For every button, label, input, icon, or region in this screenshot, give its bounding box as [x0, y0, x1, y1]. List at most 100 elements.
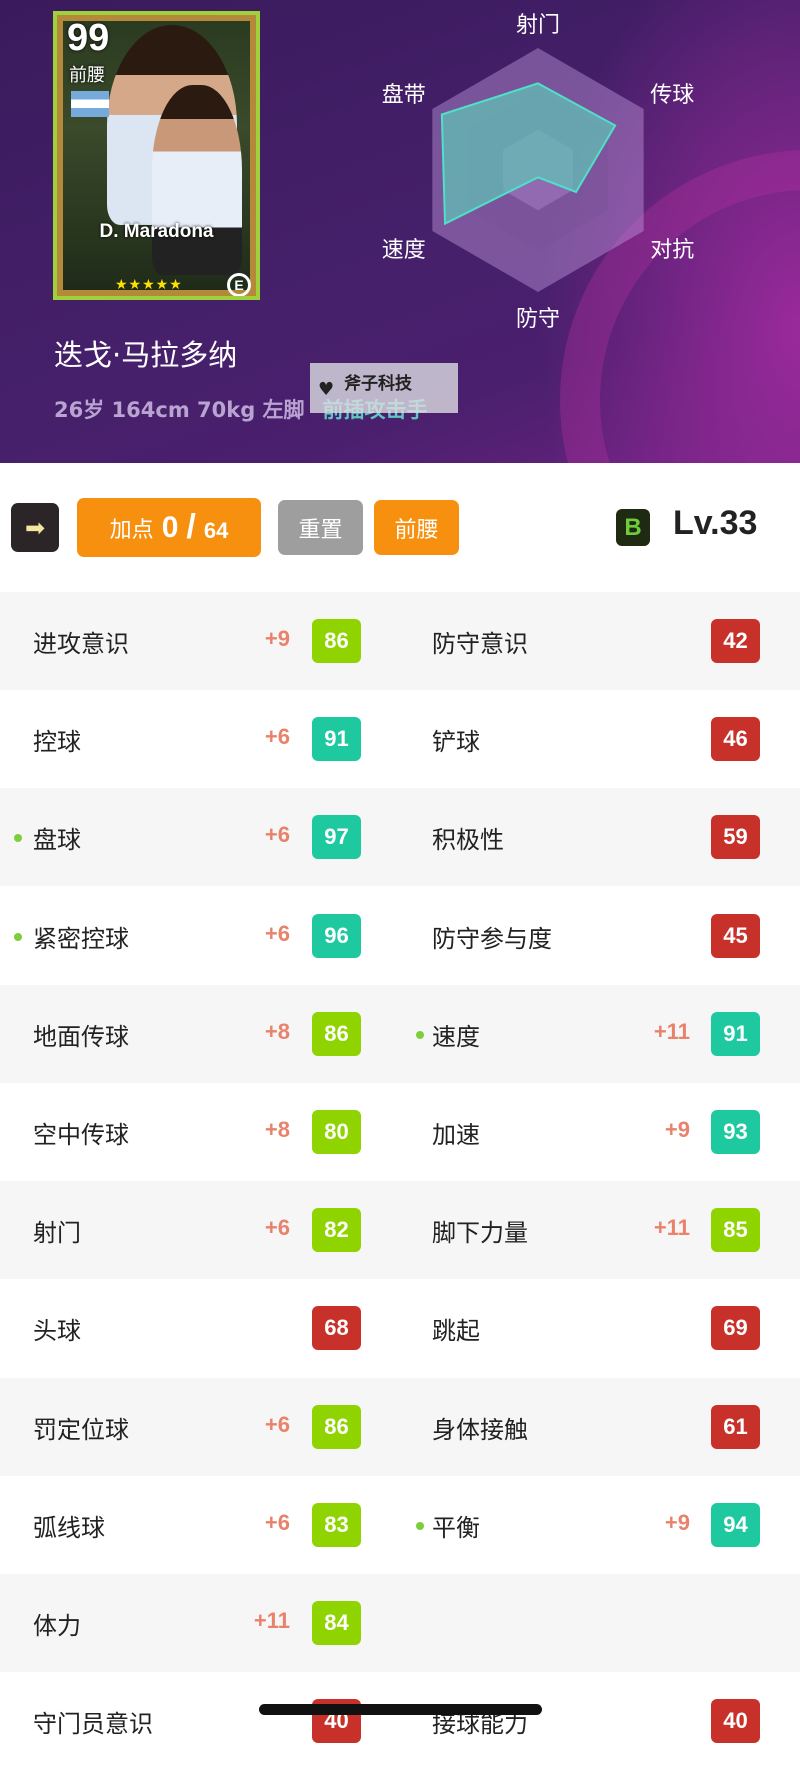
stat-value-badge: 91	[711, 1011, 760, 1056]
stat-bonus: +11	[653, 1018, 690, 1044]
stat-name: 地面传球	[33, 1022, 129, 1051]
stat-name: 空中传球	[33, 1121, 129, 1149]
arrow-right-icon: ➡	[24, 513, 46, 542]
add-points-label: 加点	[109, 517, 154, 543]
stat-name: 跳起	[432, 1317, 480, 1346]
stat-row: 体力 +11 84	[0, 1574, 800, 1672]
stat-name: 守门员意识	[33, 1710, 153, 1739]
stat-bonus: +8	[264, 1117, 290, 1142]
stat-value-badge: 46	[711, 717, 760, 762]
points-max: 64	[203, 517, 229, 543]
highlight-dot-icon	[14, 932, 22, 941]
points-separator: /	[186, 508, 196, 546]
add-points-button[interactable]: 加点 0 / 64	[77, 498, 261, 557]
position-button[interactable]: 前腰	[374, 500, 459, 555]
stat-value-badge: 83	[312, 1502, 361, 1547]
stat-value-badge: 42	[711, 619, 760, 663]
stat-name: 防守意识	[432, 630, 528, 658]
stat-row: 控球 +6 91 铲球 46	[0, 690, 800, 788]
player-card[interactable]: 99 前腰 D. Maradona ★★★★★ E	[53, 11, 260, 300]
stat-row: 地面传球 +8 86 速度 +11 91	[0, 984, 800, 1083]
grade-badge: B	[616, 509, 650, 546]
stat-name: 罚定位球	[33, 1415, 129, 1444]
stat-row: 射门 +6 82 脚下力量 +11 85	[0, 1181, 800, 1280]
stat-value-badge: 93	[711, 1110, 760, 1154]
player-header: 99 前腰 D. Maradona ★★★★★ E 射门 传球 对抗 防守 速度 盘带 迭…	[0, 0, 800, 463]
stat-value-badge: 69	[711, 1306, 760, 1351]
stat-bonus: +6	[264, 724, 290, 750]
stat-bonus: +9	[664, 1509, 690, 1535]
card-rating: 99	[67, 17, 110, 59]
stat-name: 进攻意识	[33, 630, 129, 658]
gamepad-icon: ♥	[318, 379, 335, 400]
stat-value-badge: 86	[312, 619, 361, 663]
stat-value-badge: 68	[312, 1306, 361, 1351]
card-position: 前腰	[69, 65, 105, 86]
stat-value-badge: 61	[711, 1404, 760, 1449]
watermark-text: 斧子科技	[344, 374, 412, 394]
stat-value-badge: 86	[312, 1011, 361, 1056]
stat-bonus: +9	[664, 1117, 690, 1142]
radar-label: 防守	[515, 307, 561, 332]
player-photo-secondary	[152, 85, 242, 275]
stat-value-badge: 96	[312, 913, 361, 958]
reset-button[interactable]: 重置	[278, 500, 363, 555]
stat-row: 守门员意识 40 接球能力 40	[0, 1672, 800, 1770]
highlight-dot-icon	[416, 1030, 424, 1039]
stat-name: 平衡	[432, 1513, 480, 1542]
stat-name: 身体接触	[432, 1415, 528, 1444]
stat-value-badge: 40	[711, 1699, 760, 1744]
card-name: D. Maradona	[99, 221, 214, 242]
stat-row: 盘球 +6 97 积极性 59	[0, 788, 800, 887]
star-rating-icon: ★★★★★	[115, 277, 183, 293]
stat-bonus: +6	[264, 1411, 290, 1437]
stat-bonus: +6	[264, 1509, 290, 1535]
radar-data-polygon	[440, 82, 617, 226]
player-name: 迭戈·马拉多纳	[54, 338, 238, 372]
radar-label: 速度	[381, 237, 426, 263]
stat-bonus: +11	[253, 1608, 290, 1633]
stat-name: 加速	[432, 1121, 480, 1149]
arrow-right-button[interactable]: ➡	[11, 503, 59, 552]
stat-name: 积极性	[432, 826, 504, 855]
stat-bonus: +8	[264, 1018, 290, 1044]
stat-bonus: +11	[653, 1215, 690, 1241]
radar-label: 盘带	[381, 82, 426, 108]
radar-chart	[432, 48, 644, 292]
radar-label: 传球	[650, 82, 695, 108]
stat-bonus: +6	[264, 822, 290, 848]
stat-row: 弧线球 +6 83 平衡 +9 94	[0, 1476, 800, 1574]
stat-name: 防守参与度	[432, 924, 552, 953]
stat-value-badge: 84	[312, 1601, 361, 1645]
highlight-dot-icon	[416, 1521, 424, 1530]
argentina-flag-icon	[71, 91, 109, 117]
stat-value-badge: 80	[312, 1110, 361, 1154]
stat-row: 紧密控球 +6 96 防守参与度 45	[0, 887, 800, 985]
stat-row: 头球 68 跳起 69	[0, 1279, 800, 1377]
highlight-dot-icon	[14, 834, 22, 843]
player-bio: 26岁 164cm 70kg 左脚	[54, 398, 305, 422]
stat-name: 头球	[33, 1317, 81, 1346]
stat-value-badge: 94	[711, 1502, 760, 1547]
stat-name: 射门	[33, 1219, 81, 1248]
stat-value-badge: 86	[312, 1404, 361, 1449]
stat-value-badge: 85	[711, 1208, 760, 1253]
stat-name: 控球	[33, 728, 81, 757]
stat-name: 速度	[432, 1022, 480, 1051]
stat-value-badge: 45	[711, 913, 760, 958]
stat-name: 紧密控球	[33, 924, 129, 953]
stat-name: 盘球	[33, 826, 81, 855]
stat-bonus: +9	[264, 626, 290, 651]
stat-value-badge: 91	[312, 717, 361, 762]
efootball-logo-icon: E	[227, 273, 251, 296]
points-used: 0	[161, 510, 179, 544]
stat-row: 进攻意识 +9 86 防守意识 42	[0, 592, 800, 690]
stat-value-badge: 97	[312, 815, 361, 860]
watermark: ♥ 斧子科技	[310, 363, 458, 413]
stat-name: 弧线球	[33, 1513, 105, 1542]
stat-name: 铲球	[432, 728, 480, 757]
stat-row: 空中传球 +8 80 加速 +9 93	[0, 1083, 800, 1181]
home-indicator[interactable]	[259, 1704, 542, 1715]
radar-label: 对抗	[650, 237, 695, 263]
stat-name: 脚下力量	[432, 1219, 528, 1248]
